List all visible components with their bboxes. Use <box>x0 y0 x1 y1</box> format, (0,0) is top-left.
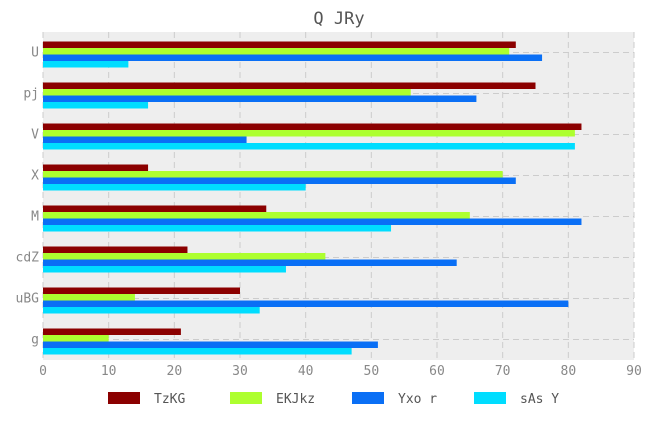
legend-swatch <box>474 392 506 404</box>
y-tick-label: V <box>31 128 39 143</box>
legend-label: sAs Y <box>520 392 559 407</box>
bar <box>43 102 149 109</box>
legend-label: EKJkz <box>276 392 315 407</box>
bar <box>43 259 457 266</box>
y-tick-label: U <box>31 46 39 61</box>
legend-label: Yxo r <box>398 392 437 407</box>
x-tick-label: 0 <box>39 364 47 379</box>
bar <box>43 253 326 260</box>
bar <box>43 123 582 130</box>
legend: TzKG EKJkz Yxo r sAs Y <box>108 392 559 407</box>
bar <box>43 218 582 225</box>
bar <box>43 89 411 96</box>
bar <box>43 335 109 342</box>
y-tick-label: M <box>31 210 39 225</box>
bar <box>43 348 352 355</box>
x-tick-label: 70 <box>495 364 511 379</box>
bar <box>43 82 536 89</box>
y-tick-label: uBG <box>16 292 40 307</box>
x-tick-label: 50 <box>364 364 380 379</box>
legend-swatch <box>230 392 262 404</box>
x-tick-label: 20 <box>167 364 183 379</box>
x-tick-label: 40 <box>298 364 314 379</box>
x-tick-label: 30 <box>232 364 248 379</box>
bar <box>43 143 575 150</box>
bar <box>43 266 286 273</box>
bar <box>43 48 510 55</box>
x-tick-label: 80 <box>561 364 577 379</box>
legend-swatch <box>352 392 384 404</box>
legend-swatch <box>108 392 140 404</box>
bar <box>43 61 129 68</box>
bar <box>43 41 516 48</box>
bar <box>43 287 240 294</box>
bar <box>43 164 149 171</box>
bar <box>43 136 247 143</box>
y-tick-label: pj <box>23 87 39 102</box>
bar <box>43 205 267 212</box>
x-tick-label: 10 <box>101 364 117 379</box>
bars <box>43 41 582 355</box>
legend-label: TzKG <box>154 392 185 407</box>
y-tick-label: X <box>31 169 39 184</box>
bar <box>43 177 516 184</box>
bar <box>43 294 135 301</box>
bar <box>43 328 181 335</box>
x-tick-label: 90 <box>626 364 642 379</box>
y-tick-label: g <box>31 333 39 348</box>
bar <box>43 225 392 232</box>
bar <box>43 95 477 102</box>
bar <box>43 300 569 307</box>
bar <box>43 184 306 191</box>
bar <box>43 246 188 253</box>
bar <box>43 341 378 348</box>
x-tick-labels: 0 10 20 30 40 50 60 70 80 90 <box>39 364 642 379</box>
y-tick-label: cdZ <box>16 251 40 266</box>
bar <box>43 54 543 61</box>
bar <box>43 171 503 178</box>
x-tick-label: 60 <box>429 364 445 379</box>
chart-title: Q JRy <box>313 9 364 29</box>
bar <box>43 130 575 137</box>
bar <box>43 212 470 219</box>
bar <box>43 307 260 314</box>
